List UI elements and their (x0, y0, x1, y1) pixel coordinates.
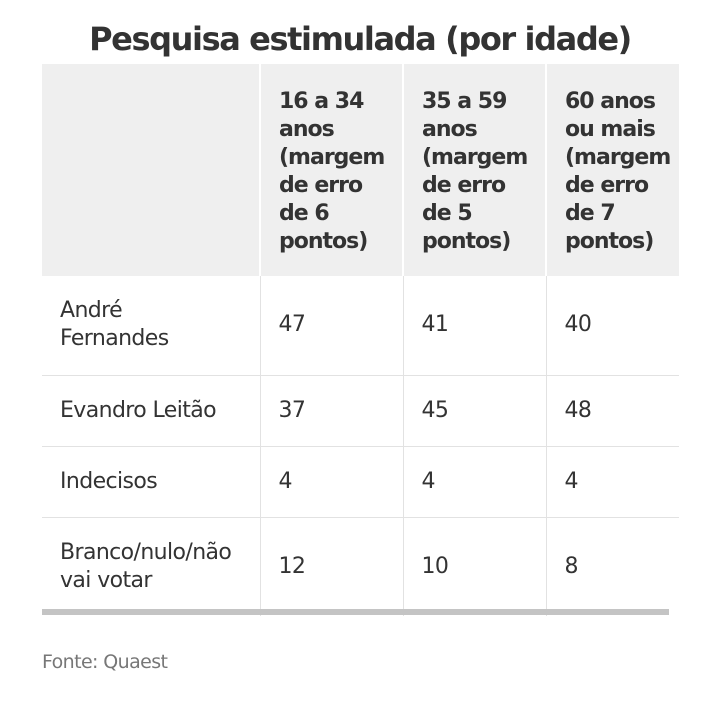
header-line: de 6 (279, 201, 330, 226)
value-cell: 10 (402, 516, 546, 616)
table-row: André Fernandes 47 41 40 (42, 276, 679, 375)
row-label-line: André (60, 298, 123, 324)
poll-table: 16 a 34 anos (margem de erro de 6 pontos) 35 … (42, 64, 679, 616)
row-label: Branco/nulo/não vai votar (42, 516, 260, 616)
chart-title: Pesquisa estimulada (por idade) (89, 20, 632, 58)
table-row: Branco/nulo/não vai votar 12 10 8 (42, 516, 679, 616)
table-row: Indecisos 4 4 4 (42, 445, 679, 517)
header-line: (margem (279, 145, 385, 170)
header-line: 16 a 34 (279, 89, 364, 114)
value-cell: 45 (402, 374, 546, 446)
value-cell: 4 (402, 445, 546, 517)
row-label: André Fernandes (42, 276, 260, 375)
header-line: 60 anos (565, 89, 656, 114)
table-body: André Fernandes 47 41 40 Evandro Leitão 3… (42, 276, 679, 616)
value-cell: 41 (402, 276, 546, 375)
header-line: anos (279, 117, 335, 142)
header-row: 16 a 34 anos (margem de erro de 6 pontos) 35 … (42, 64, 679, 276)
poll-table-container: 16 a 34 anos (margem de erro de 6 pontos) 35 … (42, 64, 679, 616)
header-line: ou mais (565, 117, 656, 142)
header-line: de erro (565, 173, 649, 198)
header-cell-empty (42, 64, 260, 276)
source-note: Fonte: Quaest (42, 651, 168, 673)
header-line: de erro (279, 173, 363, 198)
row-label-line: Branco/nulo/não (60, 539, 232, 565)
value-cell: 47 (259, 276, 403, 375)
header-cell-16-34: 16 a 34 anos (margem de erro de 6 pontos) (259, 64, 403, 276)
header-line: de 7 (565, 201, 616, 226)
table-header: 16 a 34 anos (margem de erro de 6 pontos) 35 … (42, 64, 679, 276)
header-cell-35-59: 35 a 59 anos (margem de erro de 5 pontos) (402, 64, 546, 276)
value-cell: 40 (545, 276, 679, 375)
table-row: Evandro Leitão 37 45 48 (42, 374, 679, 446)
table-bottom-bar (42, 609, 669, 615)
header-cell-60-plus: 60 anos ou mais (margem de erro de 7 pontos) (545, 64, 679, 276)
header-line: (margem (422, 145, 528, 170)
value-cell: 4 (259, 445, 403, 517)
header-line: de erro (422, 173, 506, 198)
row-label-line: Indecisos (60, 468, 158, 494)
header-line: anos (422, 117, 478, 142)
row-label-line: vai votar (60, 567, 152, 593)
value-cell: 12 (259, 516, 403, 616)
row-label: Indecisos (42, 445, 260, 517)
header-line: 35 a 59 (422, 89, 507, 114)
row-label-line: Fernandes (60, 326, 169, 352)
header-line: pontos) (422, 229, 511, 254)
header-line: (margem (565, 145, 671, 170)
value-cell: 4 (545, 445, 679, 517)
header-line: pontos) (565, 229, 654, 254)
header-line: pontos) (279, 229, 368, 254)
value-cell: 48 (545, 374, 679, 446)
row-label: Evandro Leitão (42, 374, 260, 446)
row-label-line: Evandro Leitão (60, 397, 217, 423)
value-cell: 37 (259, 374, 403, 446)
value-cell: 8 (545, 516, 679, 616)
header-line: de 5 (422, 201, 473, 226)
